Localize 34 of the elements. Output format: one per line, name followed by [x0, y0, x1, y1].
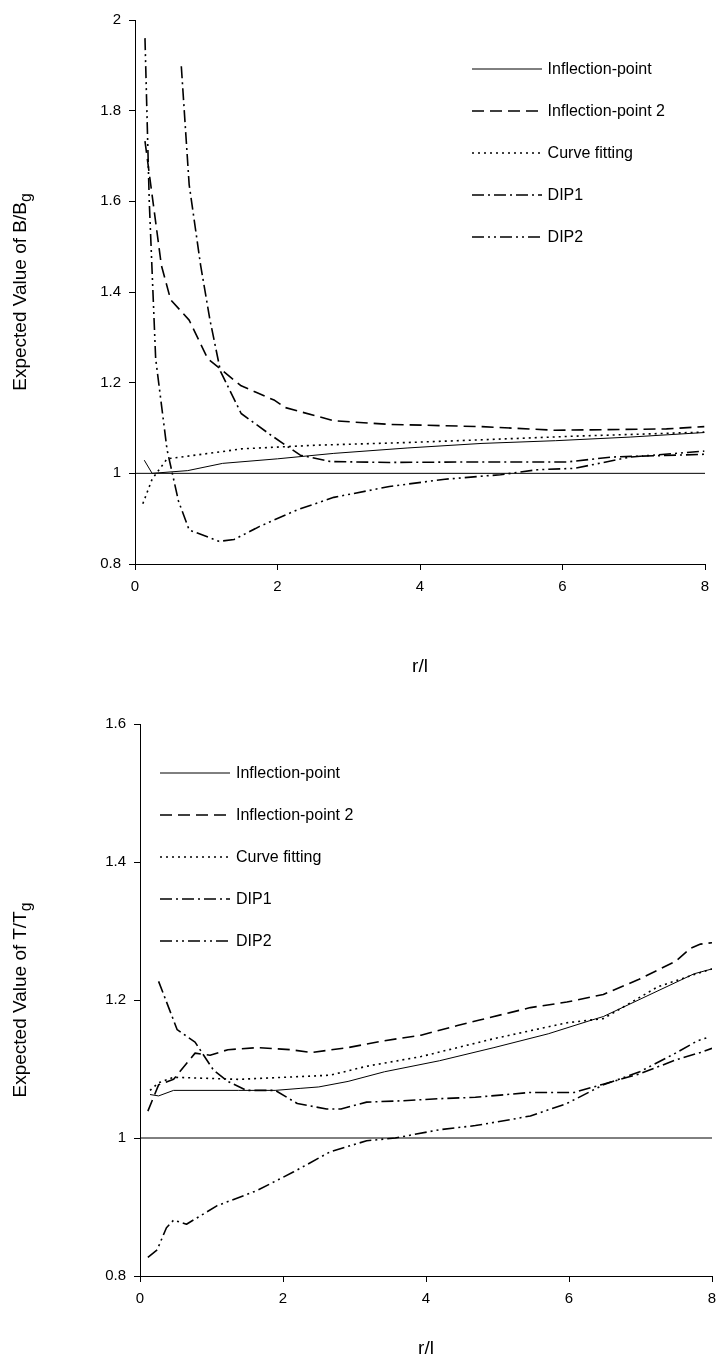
x-tick-label: 6 [564, 1289, 574, 1307]
y-tick-label: 1.6 [100, 191, 121, 209]
x-tick-label: 6 [558, 577, 567, 595]
legend-label: DIP2 [236, 932, 272, 950]
legend-label: DIP1 [547, 186, 584, 204]
x-axis-title: r/l [412, 654, 428, 676]
legend-label: Curve fitting [236, 848, 322, 866]
x-tick-label: 8 [700, 577, 710, 595]
x-axis-title: r/l [418, 1336, 434, 1358]
legend-label: Curve fitting [547, 144, 633, 162]
legend-label: DIP1 [236, 890, 272, 908]
x-tick-label: 4 [421, 1289, 431, 1307]
y-tick-label: 1.6 [105, 714, 126, 732]
legend-label: Inflection-point [236, 764, 341, 782]
y-tick-label: 1.2 [105, 990, 126, 1008]
y-tick-label: 1.4 [100, 282, 121, 300]
x-tick-label: 2 [278, 1289, 288, 1307]
y-tick-label: 2 [112, 10, 121, 28]
legend-label: DIP2 [547, 228, 584, 246]
y-tick-label: 0.8 [100, 554, 121, 572]
x-tick-label: 0 [130, 577, 140, 595]
legend-label: Inflection-point 2 [236, 806, 354, 824]
y-tick-label: 0.8 [105, 1266, 126, 1284]
y-tick-label: 1.8 [100, 100, 121, 118]
y-tick-label: 1 [112, 463, 121, 481]
legend-label: Inflection-point 2 [547, 102, 665, 120]
x-tick-label: 8 [707, 1289, 717, 1307]
x-tick-label: 2 [273, 577, 282, 595]
y-tick-label: 1.4 [105, 852, 126, 870]
legend-label: Inflection-point [547, 60, 652, 78]
x-tick-label: 0 [135, 1289, 145, 1307]
y-tick-label: 1 [117, 1128, 126, 1146]
x-tick-label: 4 [415, 577, 425, 595]
y-tick-label: 1.2 [100, 372, 121, 390]
